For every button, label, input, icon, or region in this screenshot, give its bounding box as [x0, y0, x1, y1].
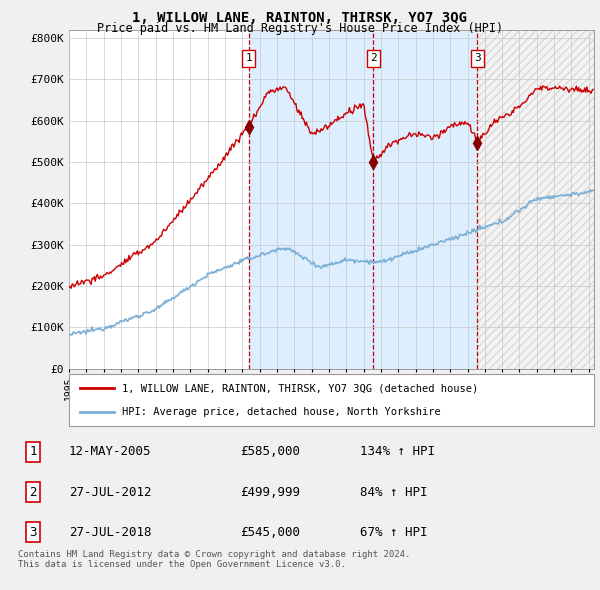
Text: Price paid vs. HM Land Registry's House Price Index (HPI): Price paid vs. HM Land Registry's House …: [97, 22, 503, 35]
Text: £585,000: £585,000: [240, 445, 300, 458]
Bar: [478, 30, 600, 369]
Text: 2: 2: [29, 486, 37, 499]
Text: £545,000: £545,000: [240, 526, 300, 539]
Text: Contains HM Land Registry data © Crown copyright and database right 2024.
This d: Contains HM Land Registry data © Crown c…: [18, 550, 410, 569]
Text: 1: 1: [29, 445, 37, 458]
Text: 134% ↑ HPI: 134% ↑ HPI: [360, 445, 435, 458]
Text: 12-MAY-2005: 12-MAY-2005: [69, 445, 151, 458]
Bar: [373, 30, 478, 369]
Text: 2: 2: [370, 54, 377, 64]
Bar: [248, 30, 373, 369]
Text: 1: 1: [245, 54, 252, 64]
Text: 27-JUL-2012: 27-JUL-2012: [69, 486, 151, 499]
Text: 3: 3: [29, 526, 37, 539]
Text: 1, WILLOW LANE, RAINTON, THIRSK, YO7 3QG (detached house): 1, WILLOW LANE, RAINTON, THIRSK, YO7 3QG…: [121, 383, 478, 393]
Text: £499,999: £499,999: [240, 486, 300, 499]
Text: 84% ↑ HPI: 84% ↑ HPI: [360, 486, 427, 499]
Text: 67% ↑ HPI: 67% ↑ HPI: [360, 526, 427, 539]
Text: 27-JUL-2018: 27-JUL-2018: [69, 526, 151, 539]
Text: 1, WILLOW LANE, RAINTON, THIRSK, YO7 3QG: 1, WILLOW LANE, RAINTON, THIRSK, YO7 3QG: [133, 11, 467, 25]
Text: HPI: Average price, detached house, North Yorkshire: HPI: Average price, detached house, Nort…: [121, 407, 440, 417]
Text: 3: 3: [474, 54, 481, 64]
